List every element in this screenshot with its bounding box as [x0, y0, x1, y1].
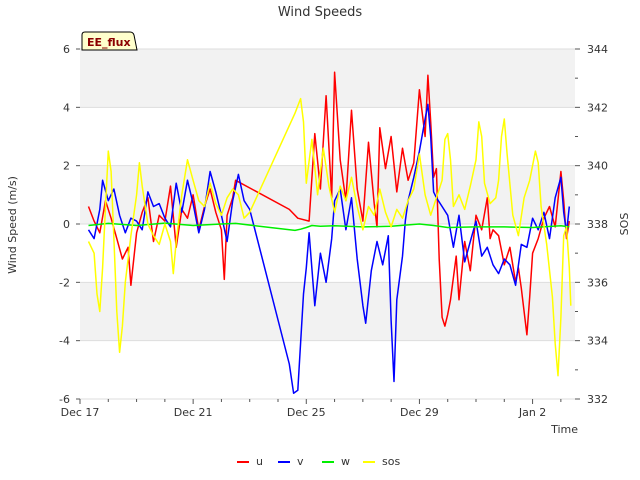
legend-label-u: u: [256, 455, 263, 468]
y-tick-label: -6: [59, 393, 70, 406]
y-tick-label: -4: [59, 335, 70, 348]
gridlines: [80, 48, 575, 400]
y-axis-label: Wind Speed (m/s): [6, 176, 19, 274]
legend-label-v: v: [297, 455, 304, 468]
y2-tick-label: 340: [587, 160, 608, 173]
y-tick-label: 2: [63, 160, 70, 173]
site-badge-label: EE_flux: [87, 36, 131, 49]
y-tick-label: 4: [63, 101, 70, 114]
y2-tick-label: 342: [587, 101, 608, 114]
x-tick-label: Jan 2: [518, 406, 546, 419]
x-tick-label: Dec 17: [61, 406, 100, 419]
y-tick-label: 0: [63, 218, 70, 231]
site-badge: EE_flux: [81, 31, 138, 51]
y2-tick-label: 336: [587, 276, 608, 289]
legend: u v w sos: [237, 455, 400, 468]
series-lines: [87, 71, 572, 394]
y2-tick-label: 344: [587, 43, 608, 56]
series-line-sos: [87, 97, 572, 377]
y2-axis-label: SOS: [618, 213, 631, 236]
y2-axis-ticks: 332 334 336 338 340 342 344: [575, 43, 608, 406]
plot-band: [80, 49, 575, 108]
legend-label-sos: sos: [382, 455, 400, 468]
y2-tick-label: 338: [587, 218, 608, 231]
y2-tick-label: 332: [587, 393, 608, 406]
plot-band: [80, 282, 575, 341]
y-tick-label: -2: [59, 276, 70, 289]
x-axis-ticks: Dec 17 Dec 21 Dec 25 Dec 29 Jan 2: [61, 399, 562, 419]
series-line-w: [88, 222, 570, 232]
y-tick-label: 6: [63, 43, 70, 56]
legend-label-w: w: [341, 455, 350, 468]
x-axis-label: Time: [550, 423, 578, 436]
y-axis-ticks: -6 -4 -2 0 2 4 6: [59, 43, 80, 406]
x-tick-label: Dec 21: [174, 406, 213, 419]
plot-band: [80, 340, 575, 399]
chart-title: Wind Speeds: [278, 5, 363, 20]
x-tick-label: Dec 25: [287, 406, 326, 419]
y2-tick-label: 334: [587, 335, 608, 348]
x-tick-label: Dec 29: [400, 406, 439, 419]
